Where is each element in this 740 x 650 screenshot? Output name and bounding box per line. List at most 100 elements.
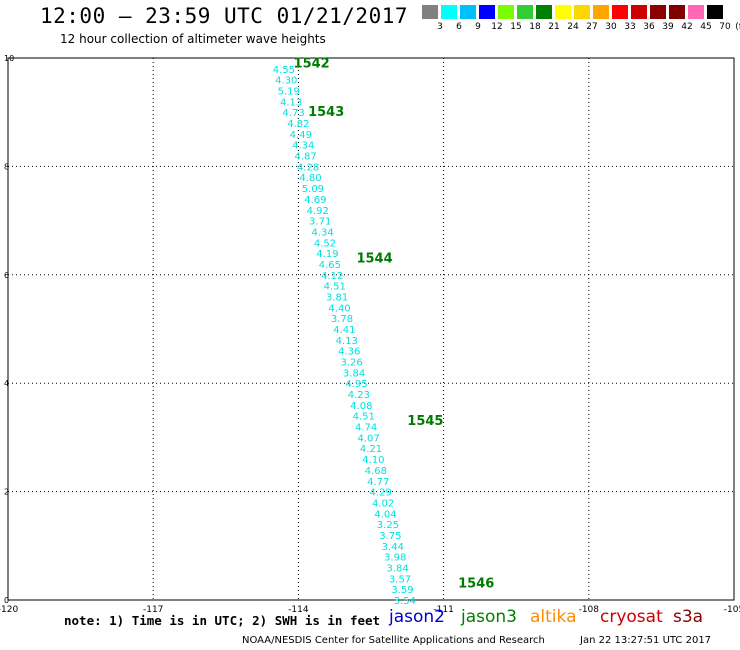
chart-title: 12:00 – 23:59 UTC 01/21/2017 [40, 4, 409, 28]
swh-value-label: 4.10 [362, 455, 384, 466]
legend-jason2: jason2 [389, 607, 445, 627]
color-scale-label: 24 [567, 22, 579, 32]
x-tick-label: -105 [724, 605, 740, 615]
pass-number-label: 1542 [294, 56, 330, 71]
swh-value-label: 4.87 [295, 152, 317, 163]
swh-value-label: 4.82 [287, 119, 309, 130]
color-scale-label: 15 [510, 22, 522, 32]
swh-value-label: 4.34 [311, 227, 333, 238]
color-scale-label: 39 [662, 22, 674, 32]
swh-value-label: 4.69 [304, 195, 326, 206]
swh-value-label: 4.28 [297, 162, 319, 173]
swh-value-label: 4.13 [336, 336, 358, 347]
color-swatch [593, 5, 609, 19]
y-tick-label: 2 [4, 488, 9, 497]
pass-number-label: 1543 [308, 105, 344, 120]
color-scale-label: 3 [437, 22, 443, 32]
plot-frame [7, 57, 735, 601]
color-scale-label: 33 [624, 22, 636, 32]
swh-value-label: 4.95 [345, 379, 367, 390]
color-swatch [555, 5, 571, 19]
y-tick-label: 8 [4, 162, 9, 171]
pass-number-label: 1545 [407, 414, 443, 429]
swh-value-label: 3.71 [309, 217, 331, 228]
x-tick-label: -108 [579, 605, 600, 615]
color-swatch [612, 5, 628, 19]
color-swatch [479, 5, 495, 19]
swh-value-label: 4.23 [348, 390, 370, 401]
color-scale-unit: (ft) [735, 22, 740, 32]
color-swatch [536, 5, 552, 19]
color-swatch [631, 5, 647, 19]
swh-value-label: 4.29 [370, 488, 392, 499]
swh-value-label: 4.36 [338, 347, 360, 358]
color-scale-label: 45 [700, 22, 712, 32]
swh-value-label: 3.78 [331, 314, 353, 325]
color-scale-label: 36 [643, 22, 655, 32]
swh-value-label: 4.08 [350, 401, 372, 412]
color-swatch [422, 5, 438, 19]
legend-s3a: s3a [673, 607, 704, 627]
swh-value-label: 4.41 [333, 325, 355, 336]
swh-value-label: 5.09 [302, 184, 324, 195]
footer-credit: NOAA/NESDIS Center for Satellite Applica… [242, 635, 545, 646]
footer-timestamp: Jan 22 13:27:51 UTC 2017 [580, 635, 712, 646]
color-scale-label: 6 [456, 22, 462, 32]
pass-number-label: 1544 [356, 252, 392, 267]
swh-value-label: 3.75 [379, 531, 401, 542]
color-scale-label: 42 [681, 22, 693, 32]
swh-value-label: 4.51 [324, 282, 346, 293]
swh-value-label: 4.55 [273, 65, 295, 76]
legend-jason3: jason3 [461, 607, 517, 627]
color-scale-label: 27 [586, 22, 598, 32]
swh-value-label: 5.19 [278, 87, 300, 98]
color-scale-label: 30 [605, 22, 617, 32]
color-swatch [517, 5, 533, 19]
swh-value-label: 4.40 [328, 303, 350, 314]
x-tick-label: -117 [143, 605, 163, 615]
swh-value-label: 3.44 [382, 542, 404, 553]
swh-value-label: 4.07 [357, 433, 379, 444]
y-tick-label: 0 [4, 596, 9, 605]
swh-value-label: 3.59 [391, 585, 413, 596]
swh-value-label: 4.49 [290, 130, 312, 141]
swh-value-label: 3.26 [341, 358, 363, 369]
color-scale-label: 18 [529, 22, 541, 32]
color-swatch [669, 5, 685, 19]
color-swatch [498, 5, 514, 19]
swh-value-label: 4.92 [307, 206, 329, 217]
swh-value-label: 3.98 [384, 553, 406, 564]
swh-value-label: 3.84 [343, 368, 365, 379]
swh-value-label: 4.21 [360, 444, 382, 455]
swh-value-label: 4.12 [321, 271, 343, 282]
swh-value-label: 4.77 [367, 477, 389, 488]
legend-cryosat: cryosat [600, 607, 663, 627]
x-tick-label: -111 [433, 605, 453, 615]
swh-value-label: 3.54 [394, 596, 416, 607]
swh-value-label: 4.04 [374, 509, 396, 520]
swh-value-label: 3.57 [389, 574, 411, 585]
swh-value-label: 4.73 [282, 108, 304, 119]
chart-subtitle: 12 hour collection of altimeter wave hei… [60, 32, 326, 46]
note-text: note: 1) Time is in UTC; 2) SWH is in fe… [64, 613, 381, 628]
color-swatch [688, 5, 704, 19]
color-swatch [460, 5, 476, 19]
color-scale-label: 21 [548, 22, 560, 32]
y-tick-label: 6 [4, 271, 9, 280]
color-swatch [574, 5, 590, 19]
swh-value-label: 3.25 [377, 520, 399, 531]
swh-value-label: 4.65 [319, 260, 341, 271]
color-swatch [707, 5, 723, 19]
swh-value-label: 3.84 [386, 563, 408, 574]
swh-value-label: 4.52 [314, 238, 336, 249]
swh-value-label: 4.13 [280, 97, 302, 108]
swh-value-label: 4.74 [355, 423, 377, 434]
y-tick-label: 4 [4, 379, 9, 388]
swh-value-label: 4.34 [292, 141, 314, 152]
color-scale-label: 9 [475, 22, 481, 32]
swh-value-label: 4.51 [353, 412, 375, 423]
swh-value-label: 4.02 [372, 498, 394, 509]
swh-value-label: 4.19 [316, 249, 338, 260]
legend-altika: altika [530, 607, 577, 627]
